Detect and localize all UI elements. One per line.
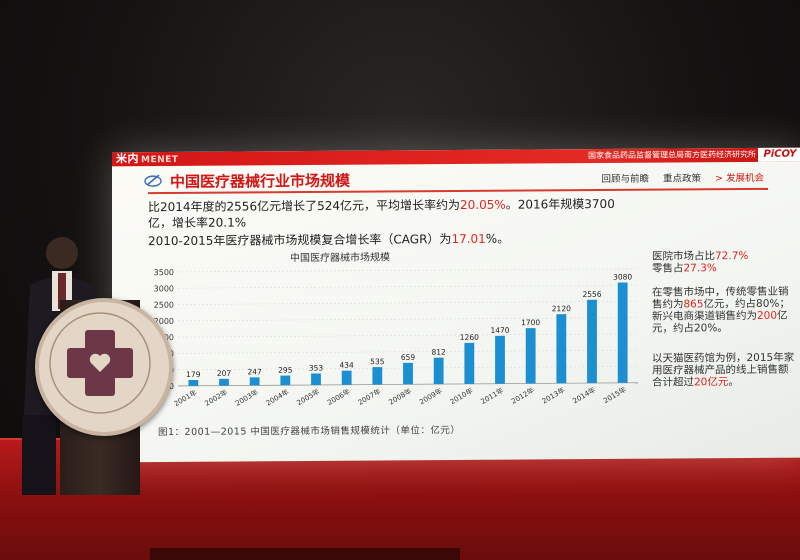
growth-rate: 20.05% xyxy=(459,197,506,212)
tab-review: 回顾与前瞻 xyxy=(601,173,649,185)
y-tick-label: 3500 xyxy=(154,268,174,277)
data-label: 247 xyxy=(248,367,263,376)
data-label: 659 xyxy=(401,353,416,362)
floor-strip xyxy=(150,548,460,560)
data-label: 535 xyxy=(370,357,385,366)
retail-share-label: 零售占 xyxy=(652,262,684,275)
tmall-text-end: 。 xyxy=(728,376,739,389)
grid-line xyxy=(178,284,638,289)
retail-share: 27.3% xyxy=(683,262,717,275)
tab-policy: 重点政策 xyxy=(663,173,702,185)
data-label: 179 xyxy=(186,370,201,379)
line3-tail: %。 xyxy=(485,231,510,246)
data-label: 1260 xyxy=(460,333,479,342)
bar xyxy=(372,367,383,385)
y-tick-label: 2000 xyxy=(154,317,174,326)
data-label: 2120 xyxy=(552,304,571,313)
data-label: 353 xyxy=(309,363,324,372)
line3-text: 2010-2015年医疗器械市场规模复合增长率（CAGR）为 xyxy=(148,232,452,249)
x-tick-label: 2013年 xyxy=(540,385,566,405)
x-tick-label: 2008年 xyxy=(387,386,413,406)
x-tick-label: 2009年 xyxy=(418,386,444,406)
body-line-1: 比2014年度的2556亿元增长了524亿元，平均增长率约为20.05%。201… xyxy=(148,195,615,215)
data-label: 207 xyxy=(217,369,232,378)
logo-text: 米内 xyxy=(116,152,139,166)
x-tick-label: 2007年 xyxy=(356,386,382,406)
bar xyxy=(311,373,321,386)
side-paragraph-1: 医院市场占比72.7% 零售占27.3% xyxy=(652,250,797,275)
bar xyxy=(495,335,505,384)
agency-name: 国家食品药品监督管理总局南方医药经济研究所 xyxy=(588,149,756,161)
body-line-3: 2010-2015年医疗器械市场规模复合增长率（CAGR）为17.01%。 xyxy=(148,230,509,250)
bar xyxy=(556,314,567,384)
hospital-share-label: 医院市场占比 xyxy=(652,250,715,263)
data-label: 1700 xyxy=(521,318,540,327)
x-tick-label: 2010年 xyxy=(448,386,474,406)
bar xyxy=(188,379,199,386)
x-tick-label: 2006年 xyxy=(326,387,352,407)
menet-logo: 米内 MENET xyxy=(116,152,178,166)
projection-screen: 米内 MENET 国家食品药品监督管理总局南方医药经济研究所 PiCOY 中国医疗… xyxy=(112,147,800,463)
y-tick-label: 3000 xyxy=(154,284,174,293)
y-tick-label: 0 xyxy=(169,382,174,391)
tab-opportunity: > 发展机会 xyxy=(715,172,764,185)
picoy-logo: PiCOY xyxy=(758,147,800,162)
line1-text: 比2014年度的2556亿元增长了524亿元，平均增长率约为 xyxy=(148,197,460,215)
side-paragraph-2: 在零售市场中，传统零售业销售约为865亿元，约占80%；新兴电商渠道销售约为20… xyxy=(652,286,797,335)
pen-icon xyxy=(144,174,162,187)
grid-line xyxy=(178,349,638,354)
y-tick-label: 2500 xyxy=(154,301,174,310)
side-paragraph-3: 以天猫医药馆为例，2015年家用医疗器械产品的线上销售额合计超过20亿元。 xyxy=(652,352,797,389)
bar xyxy=(249,377,260,386)
slide-header-bar: 米内 MENET 国家食品药品监督管理总局南方医药经济研究所 PiCOY xyxy=(112,147,800,167)
x-tick-label: 2003年 xyxy=(234,387,260,407)
x-tick-label: 2012年 xyxy=(510,385,536,405)
bar xyxy=(403,362,413,385)
x-tick-label: 2004年 xyxy=(264,387,290,407)
data-label: 3080 xyxy=(613,272,632,281)
bar xyxy=(617,282,628,383)
bar xyxy=(464,342,475,384)
x-tick-label: 2005年 xyxy=(295,387,321,407)
grid-line xyxy=(178,268,638,273)
data-label: 812 xyxy=(432,348,447,357)
line1-tail: 。2016年规模3700 xyxy=(505,196,615,212)
slide-title: 中国医疗器械行业市场规模 xyxy=(170,171,351,192)
x-tick-label: 2015年 xyxy=(602,385,628,405)
bar xyxy=(525,328,536,384)
data-label: 434 xyxy=(340,361,355,370)
traditional-sales: 865 xyxy=(683,298,704,311)
slide-tabs: 回顾与前瞻 重点政策 > 发展机会 xyxy=(601,170,764,185)
slide-title-bar: 中国医疗器械行业市场规模 回顾与前瞻 重点政策 > 发展机会 xyxy=(144,165,768,195)
data-label: 295 xyxy=(278,366,293,375)
cagr-value: 17.01 xyxy=(451,231,486,247)
grid-line xyxy=(178,333,638,338)
body-line-2: 亿，增长率20.1% xyxy=(148,215,247,231)
data-label: 1470 xyxy=(490,326,509,335)
hospital-share: 72.7% xyxy=(715,249,749,263)
bar xyxy=(280,375,291,386)
x-tick-label: 2001年 xyxy=(172,388,198,408)
grid-line xyxy=(178,317,638,322)
x-tick-label: 2002年 xyxy=(203,388,229,408)
bar xyxy=(219,378,229,386)
figure-caption: 图1：2001—2015 中国医疗器械市场销售规模统计（单位：亿元） xyxy=(158,424,461,439)
cross-heart-icon xyxy=(49,312,151,414)
x-tick-label: 2011年 xyxy=(479,386,505,406)
bar xyxy=(587,299,597,384)
x-tick-label: 2014年 xyxy=(571,385,597,405)
tmall-sales: 20亿元 xyxy=(694,376,729,389)
ecommerce-sales: 200 xyxy=(757,309,778,322)
medical-seal-logo xyxy=(35,298,173,436)
bar-chart: 05001000150020002500300035001792001年2072… xyxy=(154,268,638,408)
bar xyxy=(433,357,444,385)
bar xyxy=(341,370,352,385)
logo-sub-text: MENET xyxy=(141,154,179,166)
grid-line xyxy=(178,301,638,305)
data-label: 2556 xyxy=(582,290,601,299)
